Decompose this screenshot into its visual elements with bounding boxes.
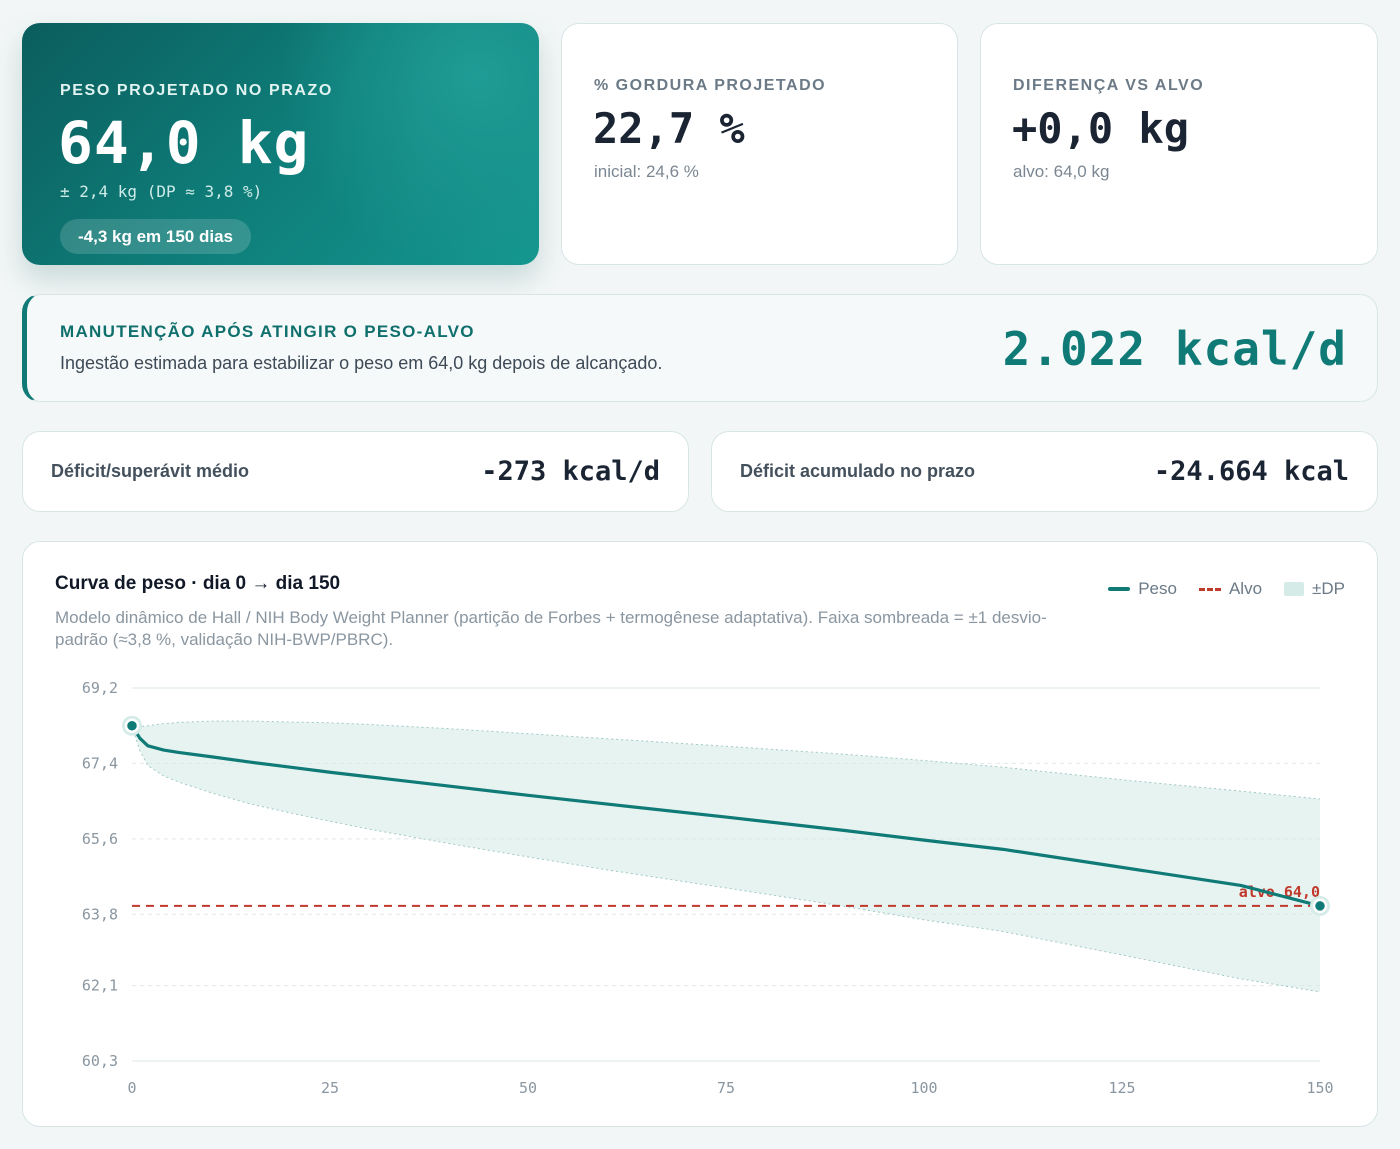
cumulative-deficit-value: -24.664 kcal bbox=[1153, 456, 1349, 487]
weight-curve-card: Curva de peso · dia 0 → dia 150 Modelo d… bbox=[22, 541, 1378, 1127]
target-difference-value: +0,0 kg bbox=[1012, 104, 1190, 153]
x-tick-label: 150 bbox=[1306, 1079, 1333, 1097]
sd-band bbox=[132, 721, 1320, 992]
average-deficit-label: Déficit/superávit médio bbox=[51, 461, 250, 481]
start-point bbox=[124, 718, 140, 733]
weight-curve-chart: 69,2 67,4 65,6 63,8 62,1 60,3 0 25 50 75 100 125 150… bbox=[82, 679, 1334, 1097]
legend-item-peso: Peso bbox=[1108, 579, 1177, 599]
y-tick-label: 62,1 bbox=[82, 977, 118, 995]
maintenance-description: Ingestão estimada para estabilizar o pes… bbox=[60, 353, 663, 373]
projected-fat-label: % GORDURA PROJETADO bbox=[594, 77, 827, 94]
legend-label-peso: Peso bbox=[1138, 579, 1177, 598]
sd-band-lower-edge bbox=[131, 725, 1321, 993]
legend-label-dp: ±DP bbox=[1312, 579, 1345, 598]
x-tick-label: 125 bbox=[1108, 1079, 1135, 1097]
initial-fat-text: inicial: 24,6 % bbox=[594, 162, 699, 181]
projected-weight-card: PESO PROJETADO NO PRAZO 64,0 kg ± 2,4 kg… bbox=[22, 23, 539, 265]
target-difference-label: DIFERENÇA VS ALVO bbox=[1013, 77, 1205, 94]
x-tick-label: 50 bbox=[519, 1079, 537, 1097]
legend-swatch-peso bbox=[1108, 587, 1131, 591]
y-tick-label: 63,8 bbox=[82, 905, 118, 923]
target-weight-text: alvo: 64,0 kg bbox=[1013, 162, 1110, 181]
x-tick-label: 25 bbox=[321, 1079, 339, 1097]
maintenance-kcal-value: 2.022 kcal/d bbox=[1002, 322, 1347, 376]
maintenance-panel: MANUTENÇÃO APÓS ATINGIR O PESO-ALVO Inge… bbox=[22, 294, 1378, 402]
legend-label-alvo: Alvo bbox=[1228, 579, 1263, 598]
projected-weight-deviation: ± 2,4 kg (DP ≈ 3,8 %) bbox=[60, 182, 263, 201]
chart-legend: Peso Alvo ±DP bbox=[1108, 579, 1345, 599]
x-tick-label: 100 bbox=[910, 1079, 937, 1097]
x-tick-label: 0 bbox=[127, 1079, 136, 1097]
legend-swatch-dp bbox=[1284, 582, 1305, 596]
y-tick-label: 69,2 bbox=[82, 679, 118, 697]
average-deficit-card: Déficit/superávit médio -273 kcal/d bbox=[22, 431, 689, 512]
target-line-label: alvo 64,0 bbox=[1239, 883, 1320, 901]
projected-fat-value: 22,7 % bbox=[593, 104, 745, 153]
target-difference-card: DIFERENÇA VS ALVO +0,0 kg alvo: 64,0 kg bbox=[980, 23, 1378, 265]
cumulative-deficit-card: Déficit acumulado no prazo -24.664 kcal bbox=[711, 431, 1378, 512]
projected-fat-card: % GORDURA PROJETADO 22,7 % inicial: 24,6… bbox=[561, 23, 958, 265]
weight-series-line bbox=[130, 724, 1322, 908]
end-point bbox=[1312, 898, 1328, 914]
legend-item-dp: ±DP bbox=[1284, 579, 1345, 599]
average-deficit-value: -273 kcal/d bbox=[481, 456, 660, 487]
projected-weight-label: PESO PROJETADO NO PRAZO bbox=[60, 82, 333, 99]
legend-item-alvo: Alvo bbox=[1198, 579, 1263, 599]
y-tick-label: 60,3 bbox=[82, 1052, 118, 1070]
x-tick-label: 75 bbox=[717, 1079, 735, 1097]
weight-change-badge: -4,3 kg em 150 dias bbox=[60, 219, 251, 254]
projected-weight-value: 64,0 kg bbox=[58, 109, 310, 177]
maintenance-title: MANUTENÇÃO APÓS ATINGIR O PESO-ALVO bbox=[60, 322, 475, 341]
cumulative-deficit-label: Déficit acumulado no prazo bbox=[740, 461, 976, 481]
chart-title: Curva de peso · dia 0 → dia 150 bbox=[55, 573, 341, 594]
chart-description: Modelo dinâmico de Hall / NIH Body Weigh… bbox=[55, 608, 1047, 649]
y-tick-label: 67,4 bbox=[82, 754, 118, 772]
y-tick-label: 65,6 bbox=[82, 830, 118, 848]
legend-swatch-alvo bbox=[1198, 587, 1221, 591]
